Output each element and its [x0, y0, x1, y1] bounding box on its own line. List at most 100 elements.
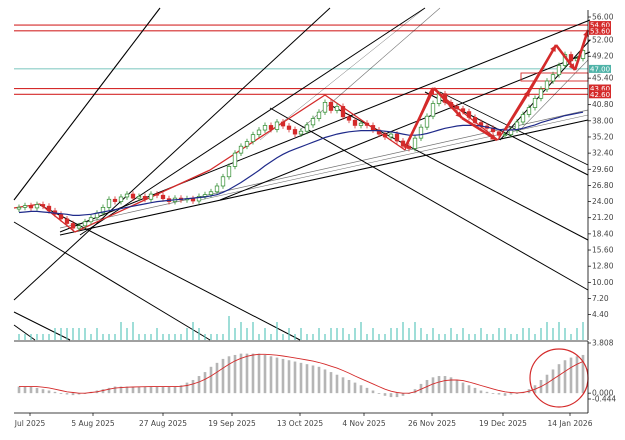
volume-bar [210, 334, 212, 340]
volume-bar [132, 322, 134, 340]
price-tag-box [589, 21, 611, 30]
price-tick-label: 32.40 [592, 149, 614, 158]
volume-bar [252, 322, 254, 340]
volume-bar [270, 334, 272, 340]
oscillator-bar [65, 393, 69, 395]
volume-bar [288, 328, 290, 340]
volume-bar [438, 334, 440, 340]
oscillator-bar [335, 374, 339, 394]
oscillator-bar [155, 386, 159, 394]
price-tick-label: 40.80 [592, 100, 614, 109]
volume-bar [420, 328, 422, 340]
price-tick-label: 10.00 [592, 278, 614, 287]
volume-bar [576, 328, 578, 340]
bear-candle-body [382, 133, 388, 138]
bear-candle-body [472, 117, 478, 123]
oscillator-bar [479, 390, 483, 394]
bear-candle-body [328, 102, 334, 111]
bull-candle-body [508, 129, 514, 136]
oscillator-bar [227, 356, 231, 394]
oscillator-bar [53, 391, 57, 394]
oscillator-bar [113, 386, 117, 394]
volume-bar [516, 334, 518, 340]
bull-candle-body [520, 114, 526, 123]
volume-bar [372, 328, 374, 340]
volume-bar [240, 322, 242, 340]
oscillator-bar [383, 393, 387, 396]
bear-candle-body [70, 223, 76, 229]
price-tick-label: 38.00 [592, 116, 614, 125]
price-tag-label: 42.60 [590, 91, 610, 99]
oscillator-bar [575, 356, 579, 394]
volume-bar [300, 328, 302, 340]
oscillator-bar [179, 385, 183, 394]
wave-zigzag-line [324, 94, 406, 151]
oscillator-bar [299, 362, 303, 394]
volume-bar [318, 328, 320, 340]
volume-bar [78, 328, 80, 340]
volume-bar [144, 334, 146, 340]
bear-candle-body [130, 193, 136, 199]
price-tick-label: 7.20 [592, 294, 609, 303]
price-tick-label: 12.80 [592, 262, 614, 271]
volume-bar [114, 334, 116, 340]
bear-candle-body [394, 133, 400, 142]
volume-bar [198, 328, 200, 340]
oscillator-bar [341, 377, 345, 394]
oscillator-bar [35, 387, 39, 394]
oscillator-tick-label: -0.444 [592, 395, 616, 404]
bear-candle-body [280, 121, 286, 127]
bull-candle-body [538, 88, 544, 99]
oscillator-panel [17, 348, 589, 408]
oscillator-bar [365, 387, 369, 394]
oscillator-bar [467, 385, 471, 394]
volume-bar [312, 334, 314, 340]
volume-bar [30, 334, 32, 340]
volume-bar [108, 334, 110, 340]
oscillator-bar [17, 386, 21, 394]
wave-zigzag-line [209, 94, 326, 171]
bull-candle-body [298, 130, 304, 135]
bull-candle-body [244, 141, 250, 147]
bull-candle-body [196, 196, 202, 202]
time-tick-label: Jul 2025 [14, 419, 46, 428]
oscillator-bar [239, 353, 243, 394]
bull-candle-body [202, 194, 208, 197]
oscillator-bar [149, 386, 153, 394]
bull-candle-body [334, 106, 340, 111]
trend-channel-line [199, 114, 589, 201]
bull-candle-body [550, 74, 556, 82]
bear-candle-body [268, 125, 274, 130]
volume-bar [48, 334, 50, 340]
price-tick-label: 52.00 [592, 36, 614, 45]
volume-bar [36, 334, 38, 340]
volume-bar [348, 334, 350, 340]
oscillator-bar [23, 386, 27, 394]
volume-bar [504, 328, 506, 340]
oscillator-bar [101, 389, 105, 394]
price-axis-ticks: 56.00 52.00 49.20 45.40 40.80 38.00 35.20 32.40… [588, 13, 614, 319]
trend-channel-line [13, 7, 161, 201]
bull-candle-body [274, 121, 280, 130]
price-tick-label: 45.40 [592, 74, 614, 83]
volume-bar [96, 328, 98, 340]
price-tick-label: 24.00 [592, 197, 614, 206]
oscillator-bar [209, 366, 213, 394]
oscillator-bar [551, 369, 555, 394]
bull-candle-body [220, 176, 226, 187]
volume-bar [90, 334, 92, 340]
volume-bar [534, 334, 536, 340]
bear-candle-body [154, 193, 160, 196]
volume-bar [360, 322, 362, 340]
volume-bar [150, 334, 152, 340]
bull-candle-body [358, 122, 364, 126]
volume-bar [552, 328, 554, 340]
volume-bar [414, 322, 416, 340]
oscillator-bar [41, 389, 45, 394]
bull-candle-body [226, 166, 232, 178]
time-tick-label: 19 Dec 2025 [479, 419, 527, 428]
oscillator-bar [311, 365, 315, 394]
oscillator-bar [173, 386, 177, 394]
volume-bar [498, 328, 500, 340]
